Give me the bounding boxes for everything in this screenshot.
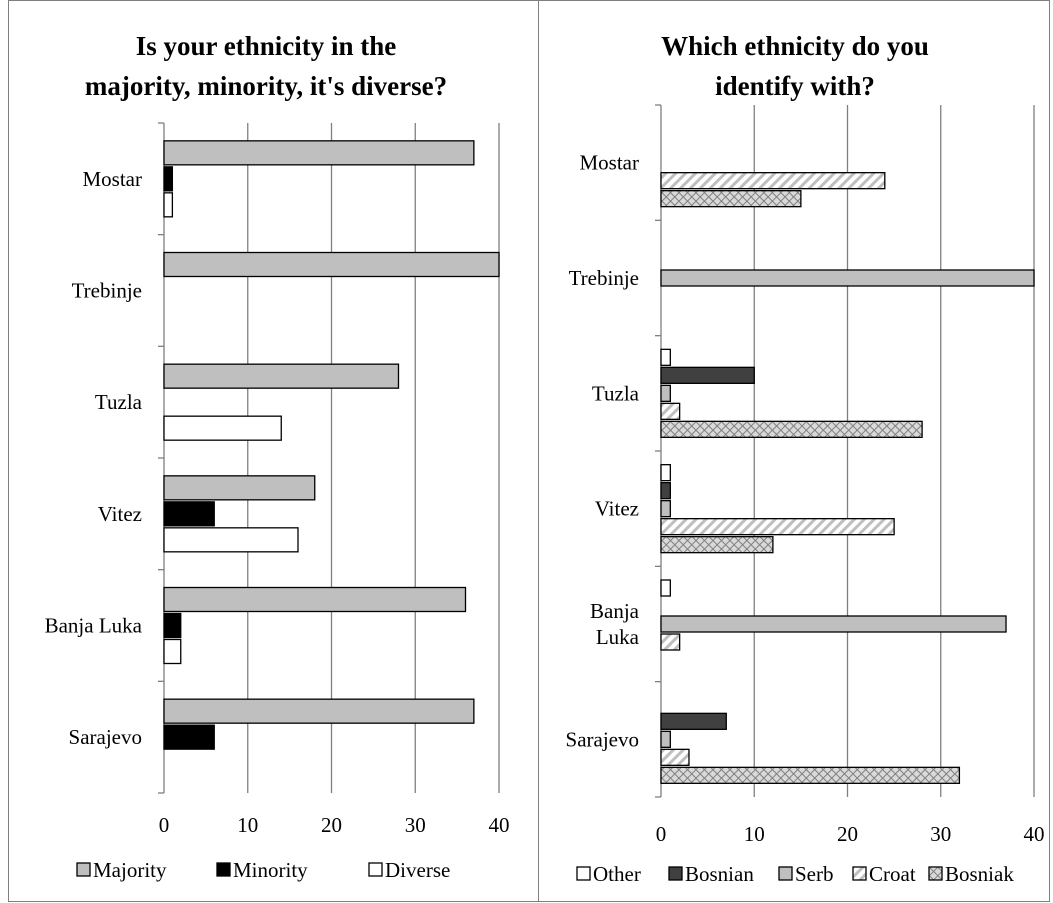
legend-swatch-diverse [368,862,383,877]
category-label-sarajevo: Sarajevo [566,727,639,751]
legend-swatch-minority [216,862,231,877]
category-label-banja-luka: Luka [596,625,640,649]
bar-serb-vitez [660,500,671,518]
bar-majority-vitez [163,475,316,501]
bar-bosniak-tuzla [660,420,923,438]
legend-swatch-bosnian [668,866,683,881]
category-label-vitez: Vitez [98,502,142,526]
bar-minority-vitez [163,501,215,527]
bar-croat-sarajevo [660,748,690,766]
bar-majority-mostar [163,140,475,166]
category-label-tuzla: Tuzla [95,390,143,414]
legend-label-serb: Serb [795,862,834,886]
category-label-banja-luka: Banja [590,599,640,623]
legend-swatch-croat [852,866,867,881]
x-tick-label: 30 [405,813,426,837]
bar-minority-sarajevo [163,724,215,750]
x-tick-label: 10 [744,822,765,846]
category-label-trebinje: Trebinje [72,279,142,303]
x-tick-label: 10 [237,813,258,837]
bar-bosniak-vitez [660,536,774,554]
legend-label-bosnian: Bosnian [685,862,754,886]
bar-croat-tuzla [660,402,681,420]
category-label-vitez: Vitez [595,497,639,521]
x-tick-label: 40 [489,813,510,837]
bar-majority-trebinje [163,251,500,278]
category-label-tuzla: Tuzla [592,381,640,405]
bar-croat-mostar [660,172,886,190]
bar-bosniak-sarajevo [660,766,961,784]
category-label-trebinje: Trebinje [569,266,639,290]
chart-ethnicity-status: Is your ethnicity in the majority, minori… [45,31,510,882]
bar-majority-tuzla [163,363,400,389]
legend-label-other: Other [593,862,641,886]
bar-minority-mostar [163,166,174,192]
bar-other-vitez [660,464,671,482]
chart-ethnicity-identity: Which ethnicity do you identify with? 0 10 2… [566,31,1045,886]
bar-croat-banja-luka [660,633,681,651]
category-label-sarajevo: Sarajevo [69,725,142,749]
bar-bosnian-tuzla [660,366,755,384]
bar-majority-sarajevo [163,698,475,724]
chart-title-line: identify with? [715,71,875,101]
legend-label-croat: Croat [869,862,916,886]
chart-title-line: Is your ethnicity in the [136,31,397,61]
bar-bosnian-sarajevo [660,712,727,730]
bar-other-tuzla [660,348,671,366]
category-label-mostar: Mostar [83,167,143,191]
legend-swatch-other [576,866,591,881]
legend-label-majority: Majority [93,858,167,882]
bar-majority-banja-luka [163,586,467,613]
x-tick-label: 0 [159,813,170,837]
category-label-banja-luka: Banja Luka [45,614,143,638]
legend-label-diverse: Diverse [385,858,450,882]
bar-diverse-mostar [163,192,174,218]
chart-panel-ethnicity-status: Is your ethnicity in the majority, minori… [8,0,539,902]
bar-diverse-vitez [163,527,299,553]
bar-diverse-banja-luka [163,638,182,665]
bar-serb-trebinje [660,269,1035,287]
chart-panel-ethnicity-identity: Which ethnicity do you identify with? 0 10 2… [538,0,1050,902]
legend-swatch-bosniak [928,866,943,881]
x-tick-label: 20 [837,822,858,846]
chart-title-line: Which ethnicity do you [661,31,929,61]
bar-diverse-tuzla [163,415,282,441]
bar-bosniak-mostar [660,190,802,208]
bar-other-banja-luka [660,579,671,597]
chart-title-line: majority, minority, it's diverse? [85,71,447,101]
bar-minority-banja-luka [163,612,182,639]
x-tick-label: 40 [1024,822,1045,846]
x-tick-label: 30 [930,822,951,846]
x-tick-label: 20 [321,813,342,837]
bar-serb-banja-luka [660,615,1007,633]
category-label-mostar: Mostar [580,151,640,175]
legend-label-minority: Minority [233,858,308,882]
bar-croat-vitez [660,518,895,536]
bar-serb-tuzla [660,384,671,402]
legend-swatch-serb [778,866,793,881]
bar-serb-sarajevo [660,730,671,748]
legend-swatch-majority [76,862,91,877]
bar-bosnian-vitez [660,482,671,500]
legend-label-bosniak: Bosniak [945,862,1014,886]
x-tick-label: 0 [656,822,667,846]
